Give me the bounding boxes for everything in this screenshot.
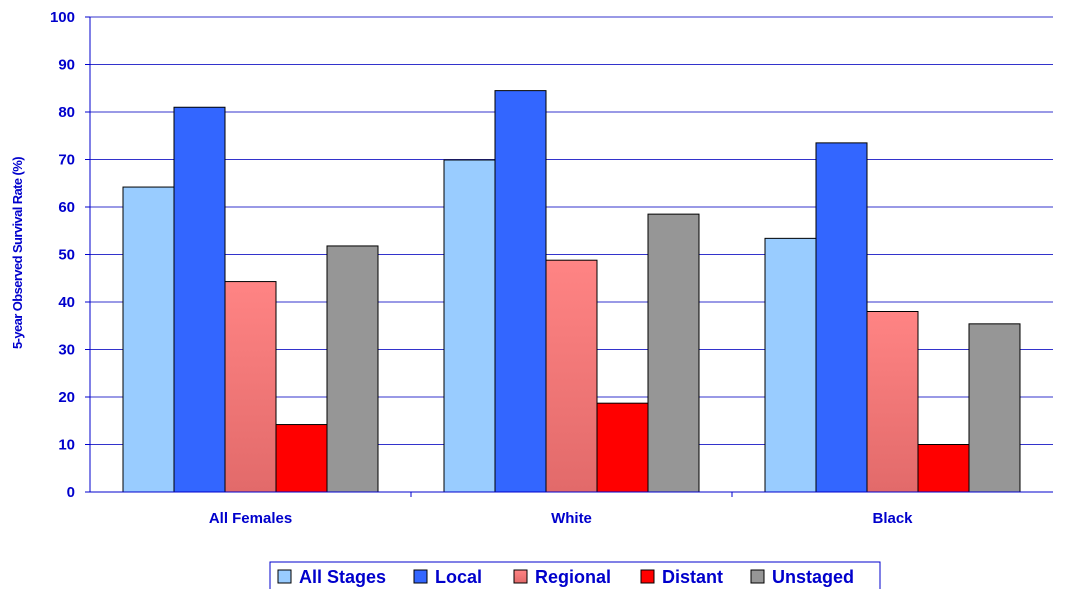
bar-unstaged-all-females <box>326 245 379 493</box>
bar-regional-black <box>866 311 919 493</box>
legend-label: All Stages <box>299 567 386 587</box>
y-tick-label: 0 <box>67 484 75 501</box>
y-tick-label: 10 <box>58 437 75 454</box>
legend-swatch <box>277 569 292 584</box>
legend-label: Regional <box>535 567 611 587</box>
y-tick-label: 50 <box>58 247 75 264</box>
legend: All Stages Local Regional Distant Unstaged <box>269 561 881 589</box>
x-category-label: Black <box>872 510 913 527</box>
y-tick-labels: 0 10 20 30 40 50 60 70 80 90 100 <box>50 9 75 501</box>
bar-all-stages-white <box>443 159 496 493</box>
legend-swatch <box>513 569 528 584</box>
bar-regional-white <box>545 259 598 493</box>
legend-label: Distant <box>662 567 723 587</box>
bar-all-stages-black <box>764 237 817 493</box>
legend-label: Unstaged <box>772 567 854 587</box>
bar-unstaged-black <box>968 323 1021 493</box>
y-tick-label: 70 <box>58 152 75 169</box>
bar-local-white <box>494 90 547 493</box>
y-tick-label: 60 <box>58 199 75 216</box>
y-tick-label: 90 <box>58 57 75 74</box>
y-tick-label: 100 <box>50 9 75 26</box>
legend-box <box>269 561 881 589</box>
legend-swatch <box>640 569 655 584</box>
bar-distant-black <box>917 444 970 493</box>
y-tick-label: 40 <box>58 294 75 311</box>
y-axis-label: 5-year Observed Survival Rate (%) <box>10 157 25 349</box>
bar-local-black <box>815 142 868 493</box>
x-category-label: All Females <box>209 510 292 527</box>
legend-label: Local <box>435 567 482 587</box>
axes <box>85 16 1053 497</box>
bar-distant-white <box>596 402 649 493</box>
y-tick-label: 30 <box>58 342 75 359</box>
legend-swatch <box>750 569 765 584</box>
x-tick-labels: All Females White Black <box>209 510 913 527</box>
bar-unstaged-white <box>647 213 700 493</box>
y-tick-label: 20 <box>58 389 75 406</box>
bars <box>122 90 1021 493</box>
bar-all-stages-all-females <box>122 186 175 493</box>
bar-regional-all-females <box>224 281 277 493</box>
y-tick-label: 80 <box>58 104 75 121</box>
bar-local-all-females <box>173 106 226 493</box>
legend-swatch <box>413 569 428 584</box>
x-category-label: White <box>551 510 592 527</box>
bar-distant-all-females <box>275 424 328 493</box>
